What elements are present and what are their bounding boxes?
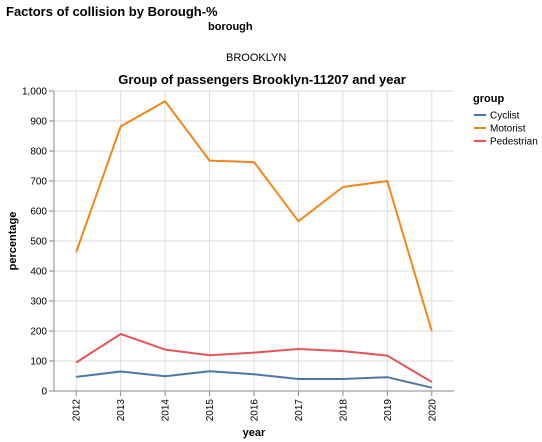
legend-label-pedestrian: Pedestrian [490, 137, 538, 148]
chart-title: Group of passengers Brooklyn-11207 and y… [118, 72, 406, 87]
y-tick-label: 500 [30, 237, 47, 248]
x-tick-label: 2016 [250, 399, 261, 422]
y-tick-label: 300 [30, 297, 47, 308]
y-tick-label: 900 [30, 117, 47, 128]
x-tick-label: 2013 [116, 399, 127, 422]
x-axis-title: year [243, 427, 266, 439]
legend: group Cyclist Motorist Pedestrian [473, 93, 538, 148]
y-tick-label: 0 [41, 387, 47, 398]
series-line-cyclist [76, 370, 433, 389]
legend-label-cyclist: Cyclist [490, 111, 520, 122]
page-title: Factors of collision by Borough-% [6, 4, 218, 19]
series-lines [75, 100, 433, 389]
facet-header: borough [208, 21, 253, 33]
legend-title: group [473, 93, 504, 105]
y-tick-label: 1,000 [22, 87, 47, 98]
series-line-pedestrian [75, 333, 433, 383]
x-tick-label: 2019 [383, 399, 394, 422]
y-tick-label: 700 [30, 177, 47, 188]
y-tick-label: 800 [30, 147, 47, 158]
x-tick-label: 2017 [294, 399, 305, 422]
gridlines [54, 90, 454, 392]
series-line-motorist [75, 100, 433, 332]
legend-label-motorist: Motorist [490, 124, 526, 135]
y-tick-label: 400 [30, 267, 47, 278]
facet-value: BROOKLYN [226, 52, 287, 64]
x-tick-label: 2012 [72, 399, 83, 422]
axes: 0 100 200 300 400 500 600 700 800 900 1,000 2012 201… [22, 87, 454, 422]
x-tick-label: 2014 [161, 399, 172, 422]
x-tick-label: 2018 [338, 399, 349, 422]
y-axis-title: percentage [7, 212, 19, 271]
x-tick-label: 2020 [427, 399, 438, 422]
x-tick-label: 2015 [205, 399, 216, 422]
y-tick-label: 100 [30, 357, 47, 368]
y-tick-label: 200 [30, 327, 47, 338]
y-tick-label: 600 [30, 207, 47, 218]
